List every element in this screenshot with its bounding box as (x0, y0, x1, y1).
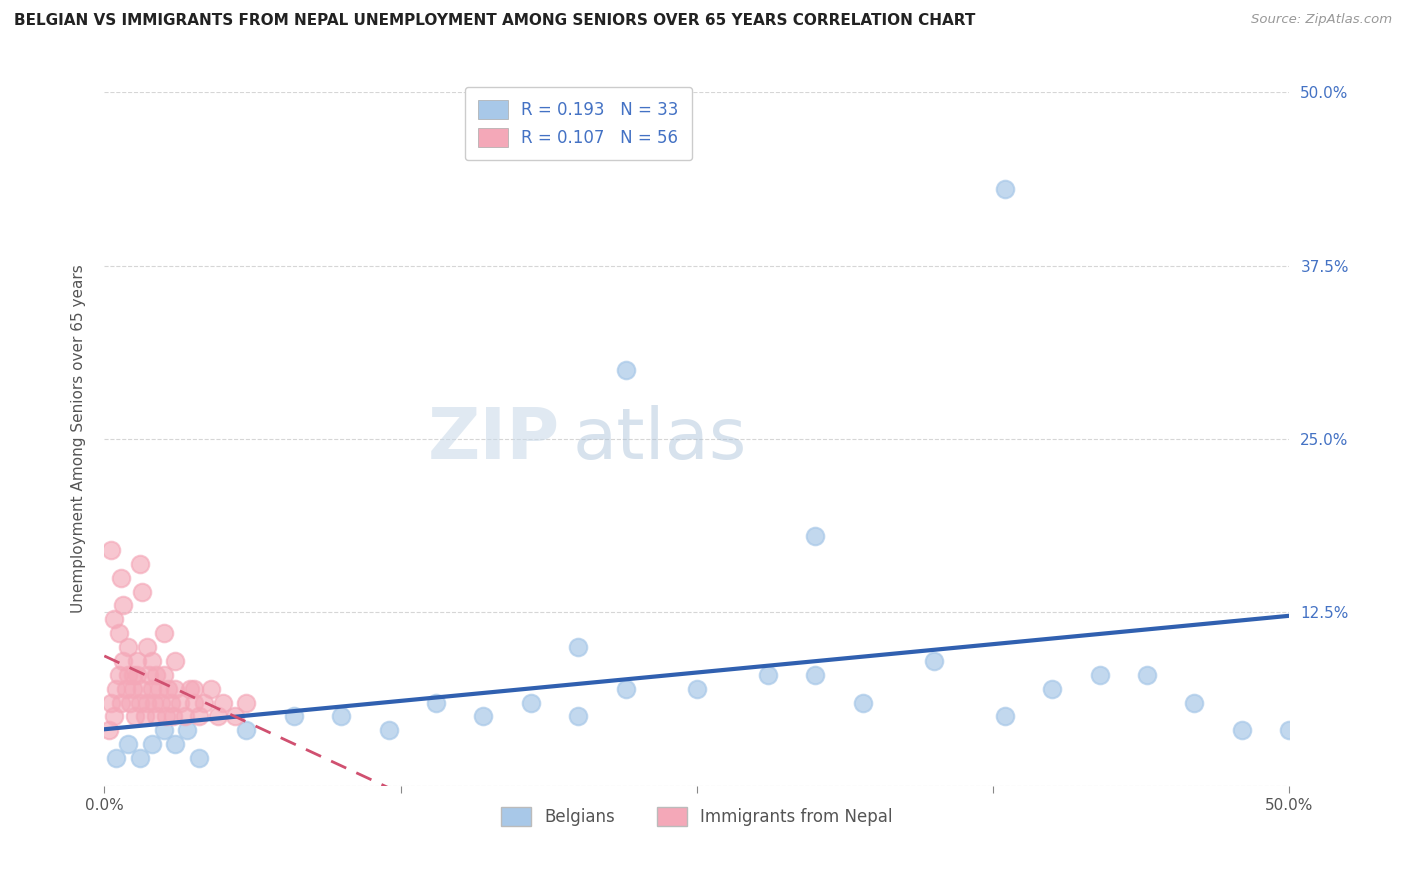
Text: atlas: atlas (572, 405, 747, 474)
Point (152, 626, 174, 640)
Point (159, 696, 181, 710)
Point (183, 696, 205, 710)
Point (107, 668, 129, 682)
Point (107, 626, 129, 640)
Point (994, 182, 1017, 196)
Point (141, 654, 163, 668)
Point (330, 709, 353, 723)
Point (520, 696, 543, 710)
Point (200, 681, 222, 696)
Point (98, 723, 121, 738)
Point (141, 681, 163, 696)
Point (155, 709, 177, 723)
Point (173, 709, 195, 723)
Point (136, 696, 159, 710)
Point (148, 681, 170, 696)
Point (994, 709, 1017, 723)
Point (1278, 723, 1301, 738)
Point (425, 696, 447, 710)
Point (283, 709, 305, 723)
Point (1184, 696, 1206, 710)
Point (117, 668, 139, 682)
Point (103, 709, 125, 723)
Point (128, 696, 150, 710)
Point (188, 751, 211, 765)
Point (179, 681, 201, 696)
Point (804, 529, 827, 543)
Point (922, 654, 945, 668)
Point (169, 696, 191, 710)
Point (124, 709, 146, 723)
Point (567, 709, 589, 723)
Point (183, 681, 205, 696)
Text: ZIP: ZIP (429, 405, 561, 474)
Point (472, 709, 495, 723)
Point (136, 640, 159, 654)
Point (145, 709, 167, 723)
Point (114, 681, 136, 696)
Point (567, 640, 589, 654)
Point (211, 696, 233, 710)
Point (193, 696, 215, 710)
Point (112, 654, 135, 668)
Point (157, 681, 180, 696)
Point (1136, 668, 1159, 682)
Point (165, 654, 187, 668)
Point (127, 668, 149, 682)
Point (152, 668, 174, 682)
Point (110, 696, 132, 710)
Point (105, 751, 128, 765)
Point (235, 723, 257, 738)
Point (141, 737, 163, 751)
Point (117, 737, 139, 751)
Point (145, 668, 167, 682)
Point (105, 681, 128, 696)
Point (377, 723, 399, 738)
Point (128, 557, 150, 571)
Point (176, 723, 198, 738)
Point (614, 362, 637, 376)
Point (188, 709, 211, 723)
Point (150, 696, 173, 710)
Point (1230, 723, 1253, 738)
Point (143, 696, 166, 710)
Y-axis label: Unemployment Among Seniors over 65 years: Unemployment Among Seniors over 65 years (72, 265, 86, 614)
Point (117, 640, 139, 654)
Point (127, 654, 149, 668)
Point (103, 612, 125, 626)
Point (128, 751, 150, 765)
Point (152, 723, 174, 738)
Point (1088, 668, 1111, 682)
Point (138, 668, 160, 682)
Point (804, 668, 827, 682)
Point (1040, 681, 1063, 696)
Point (121, 681, 143, 696)
Point (100, 696, 122, 710)
Point (852, 696, 875, 710)
Point (165, 681, 187, 696)
Point (224, 709, 246, 723)
Point (235, 696, 257, 710)
Legend: Belgians, Immigrants from Nepal: Belgians, Immigrants from Nepal (495, 800, 900, 833)
Point (134, 709, 156, 723)
Text: BELGIAN VS IMMIGRANTS FROM NEPAL UNEMPLOYMENT AMONG SENIORS OVER 65 YEARS CORREL: BELGIAN VS IMMIGRANTS FROM NEPAL UNEMPLO… (14, 13, 976, 29)
Point (112, 599, 135, 613)
Point (131, 584, 153, 599)
Point (121, 668, 143, 682)
Point (120, 696, 142, 710)
Point (165, 737, 187, 751)
Text: Source: ZipAtlas.com: Source: ZipAtlas.com (1251, 13, 1392, 27)
Point (686, 681, 709, 696)
Point (131, 681, 153, 696)
Point (100, 543, 122, 558)
Point (614, 681, 637, 696)
Point (207, 709, 229, 723)
Point (756, 668, 779, 682)
Point (162, 709, 184, 723)
Point (110, 571, 132, 585)
